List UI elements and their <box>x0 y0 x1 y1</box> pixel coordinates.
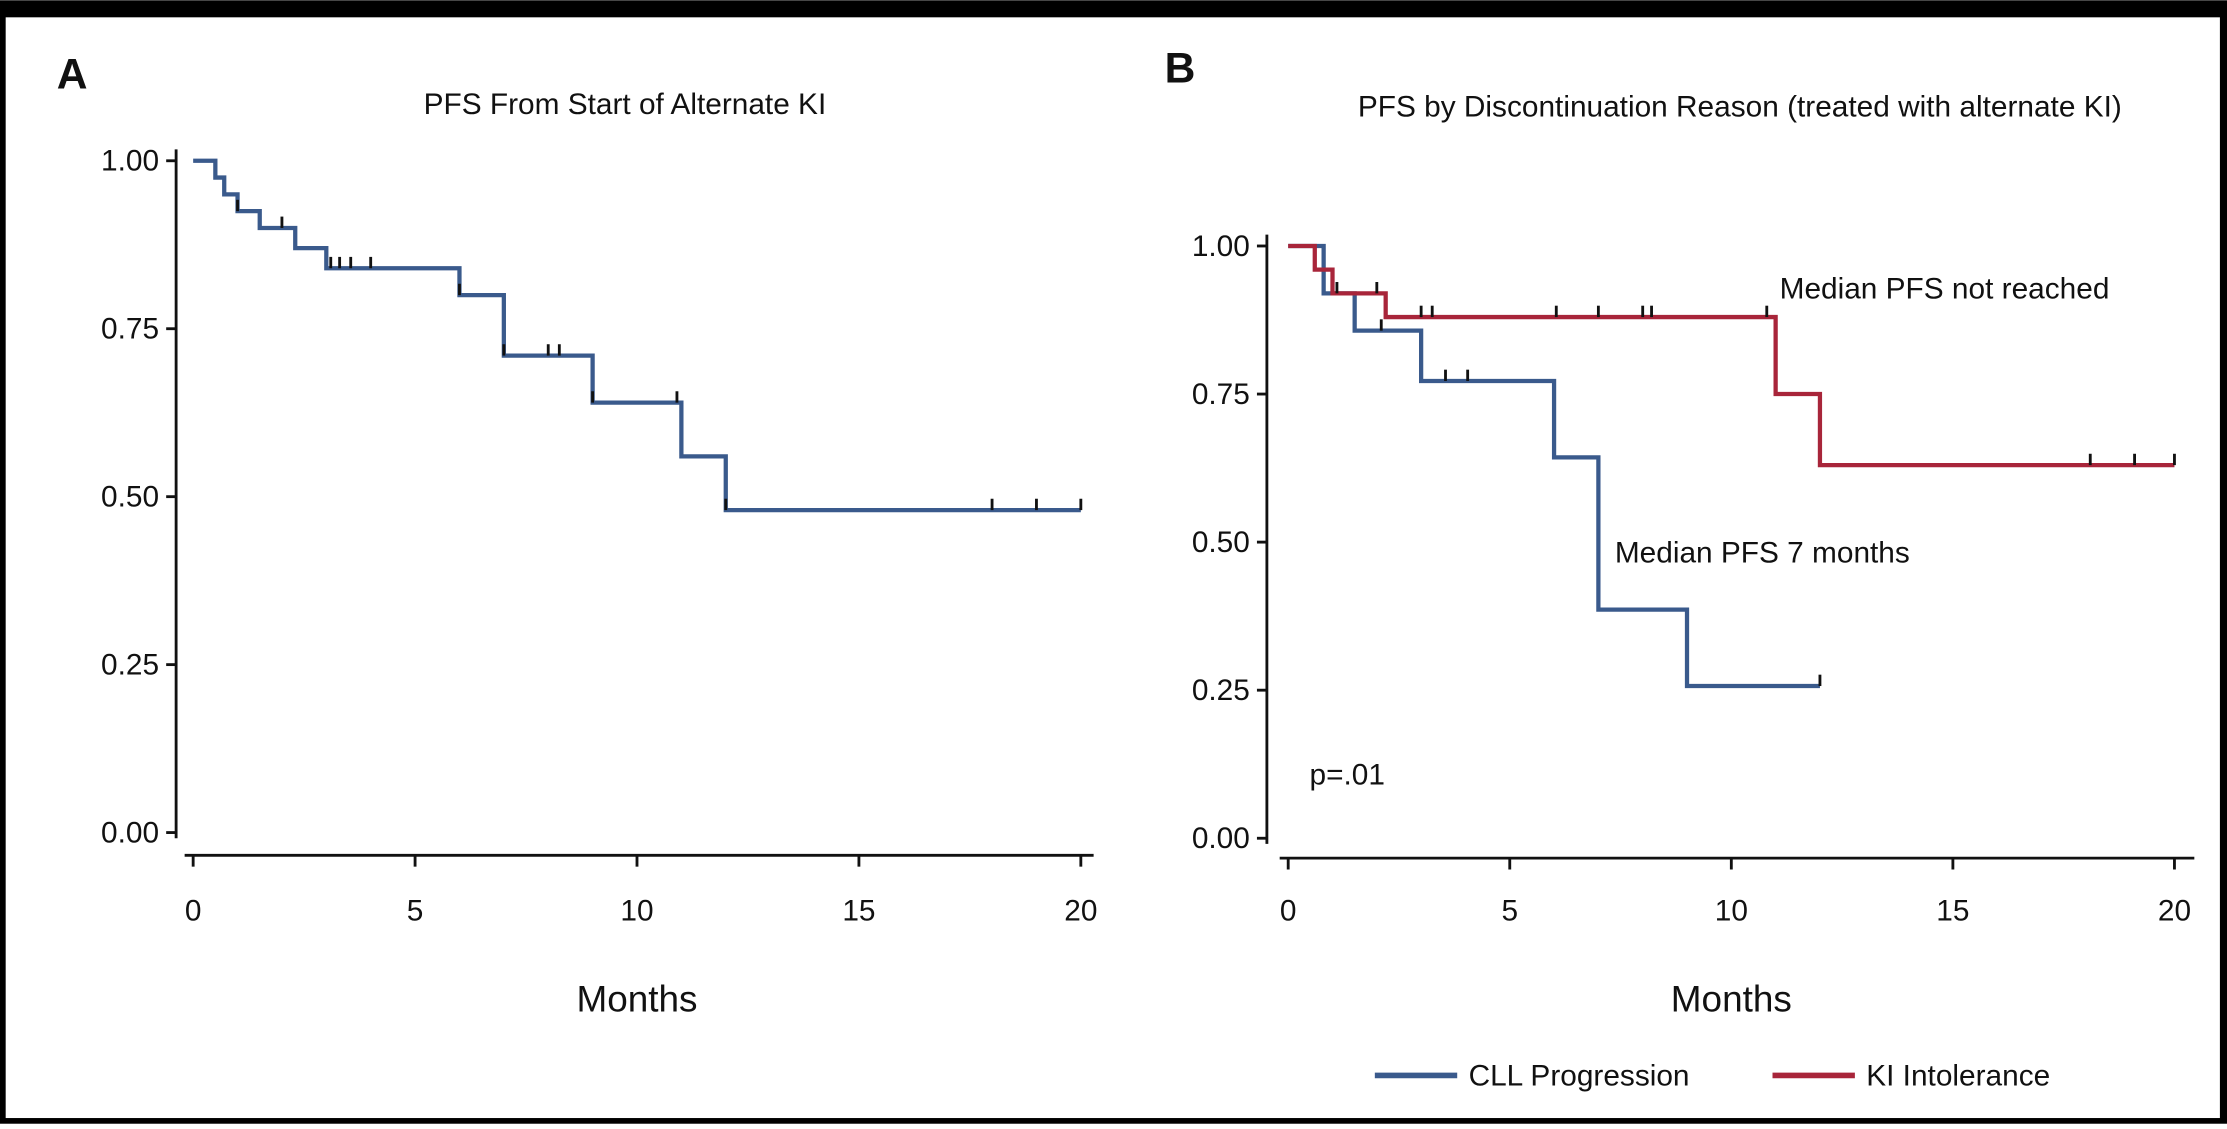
annotation: p=.01 <box>1309 758 1384 791</box>
y-tick-label: 1.00 <box>101 145 159 178</box>
x-tick-label: 15 <box>1936 895 1969 928</box>
y-tick-label: 1.00 <box>1192 230 1250 263</box>
x-tick-label: 10 <box>620 895 653 928</box>
survival-curve <box>1288 243 1820 689</box>
y-tick-label: 0.00 <box>101 817 159 850</box>
panel-label: A <box>57 50 88 98</box>
panel-label: B <box>1165 45 1196 93</box>
x-tick-label: 5 <box>1501 895 1518 928</box>
x-axis-title: Months <box>576 979 697 1020</box>
x-tick-label: 0 <box>185 895 202 928</box>
y-tick-label: 0.25 <box>101 649 159 682</box>
x-tick-label: 5 <box>407 895 424 928</box>
x-tick-label: 10 <box>1715 895 1748 928</box>
legend-label: KI Intolerance <box>1866 1059 2050 1092</box>
x-tick-label: 15 <box>842 895 875 928</box>
chart-title: PFS From Start of Alternate KI <box>424 88 827 121</box>
x-tick-label: 20 <box>1064 895 1097 928</box>
legend-label: CLL Progression <box>1469 1059 1690 1092</box>
y-tick-label: 0.00 <box>1192 822 1250 855</box>
x-tick-label: 20 <box>2158 895 2191 928</box>
x-axis-title: Months <box>1671 979 1792 1020</box>
y-tick-label: 0.75 <box>1192 378 1250 411</box>
survival-curve <box>193 158 1081 513</box>
annotation: Median PFS 7 months <box>1615 537 1910 570</box>
y-tick-label: 0.50 <box>101 481 159 514</box>
y-tick-label: 0.75 <box>101 313 159 346</box>
x-tick-label: 0 <box>1280 895 1297 928</box>
panel-background <box>5 17 2220 1119</box>
chart-title: PFS by Discontinuation Reason (treated w… <box>1358 91 2122 124</box>
y-tick-label: 0.50 <box>1192 526 1250 559</box>
y-tick-label: 0.25 <box>1192 674 1250 707</box>
survival-curve <box>1288 243 2175 468</box>
annotation: Median PFS not reached <box>1780 273 2110 306</box>
